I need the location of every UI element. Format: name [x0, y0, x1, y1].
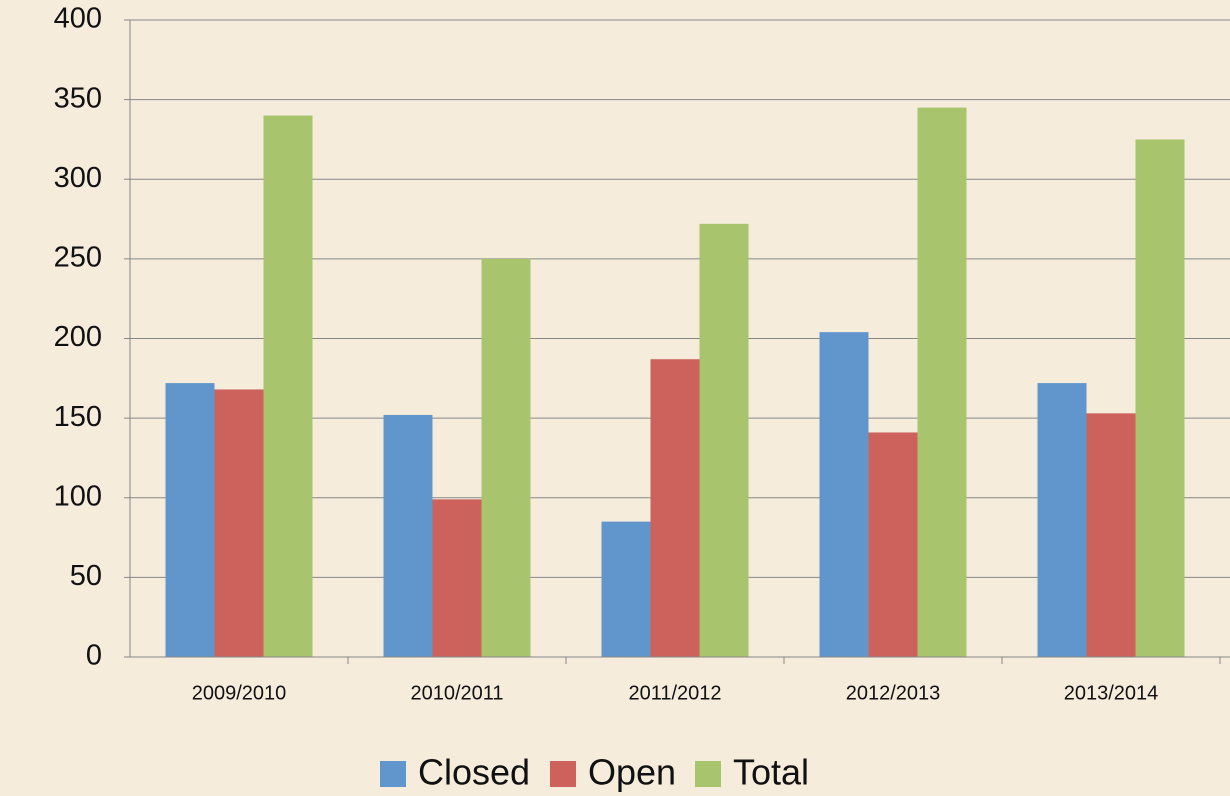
legend-swatch — [550, 761, 576, 787]
y-tick-label: 250 — [54, 242, 102, 274]
y-tick-label: 350 — [54, 82, 102, 114]
bar — [165, 383, 215, 657]
bar — [650, 359, 700, 657]
bar — [601, 521, 651, 657]
legend-label: Total — [733, 752, 809, 793]
bar — [819, 332, 869, 657]
x-tick-label: 2011/2012 — [628, 682, 721, 704]
bar — [214, 389, 264, 657]
bar — [383, 414, 433, 657]
bar — [917, 107, 967, 657]
legend-swatch — [695, 761, 721, 787]
legend-label: Open — [588, 752, 676, 793]
bar — [481, 258, 531, 657]
bar — [432, 499, 482, 657]
y-tick-label: 0 — [86, 640, 102, 672]
x-tick-label: 2013/2014 — [1064, 682, 1159, 704]
bar — [868, 432, 918, 657]
bar — [263, 115, 313, 658]
x-tick-label: 2010/2011 — [410, 682, 503, 704]
y-tick-label: 150 — [54, 401, 102, 433]
y-tick-label: 400 — [54, 3, 102, 35]
legend-label: Closed — [418, 752, 530, 793]
y-tick-label: 300 — [54, 162, 102, 194]
bar — [1135, 139, 1185, 657]
y-tick-label: 50 — [70, 560, 102, 592]
legend-swatch — [380, 761, 406, 787]
x-tick-label: 2012/2013 — [846, 682, 941, 704]
y-tick-label: 100 — [54, 480, 102, 512]
bar — [1037, 383, 1087, 657]
bar — [699, 223, 749, 657]
bar — [1086, 413, 1136, 657]
y-tick-label: 200 — [54, 321, 102, 353]
x-tick-label: 2009/2010 — [192, 682, 287, 704]
